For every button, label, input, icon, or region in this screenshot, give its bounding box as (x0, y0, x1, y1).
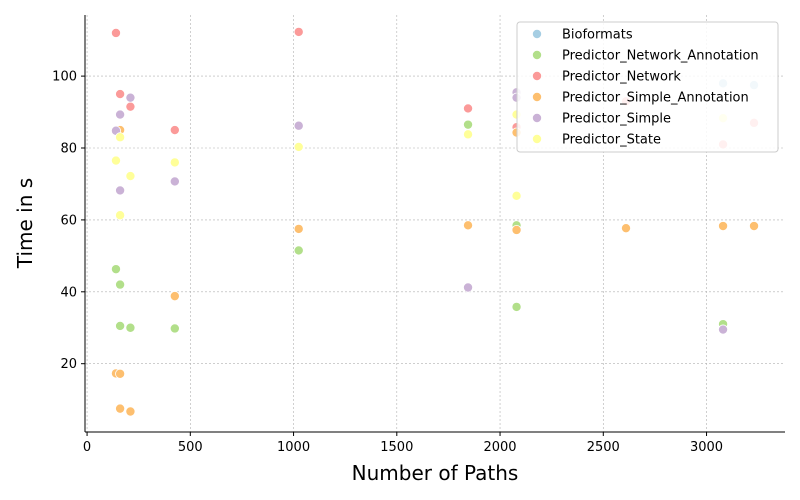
data-point (293, 223, 304, 234)
data-point (115, 132, 126, 143)
data-point (621, 223, 632, 234)
data-point (125, 322, 136, 333)
data-point (293, 141, 304, 152)
data-point (115, 210, 126, 221)
data-point (115, 368, 126, 379)
data-point (463, 103, 474, 114)
legend-box (516, 21, 779, 153)
legend-marker (532, 50, 543, 61)
data-point (115, 109, 126, 120)
x-tick-label: 500 (178, 440, 203, 455)
data-point (110, 155, 121, 166)
x-tick-label: 1000 (277, 440, 310, 455)
data-point (125, 171, 136, 182)
data-point (463, 129, 474, 140)
data-point (110, 264, 121, 275)
data-point (293, 245, 304, 256)
ticks: 0 500 1000 1500 2000 2500 3000 20 40 60 80 100 (52, 70, 723, 455)
data-point (110, 27, 121, 38)
legend-marker (532, 92, 543, 103)
legend-marker (532, 28, 543, 39)
data-point (463, 119, 474, 130)
legend-marker (532, 71, 543, 82)
legend-marker (532, 133, 543, 144)
y-tick-label: 100 (52, 70, 77, 85)
data-point (463, 220, 474, 231)
data-point (169, 125, 180, 136)
data-point (115, 279, 126, 290)
axes (84, 15, 785, 433)
y-tick-label: 60 (60, 213, 77, 228)
data-point (718, 221, 729, 232)
data-point (293, 120, 304, 131)
data-point (463, 282, 474, 293)
legend-label: Predictor_Network_Annotation (562, 49, 759, 64)
data-point (511, 301, 522, 312)
data-point (169, 291, 180, 302)
legend-label: Predictor_Simple (562, 112, 671, 127)
y-tick-label: 80 (60, 142, 77, 157)
x-tick-label: 2500 (587, 440, 620, 455)
data-point (115, 89, 126, 100)
data-point (125, 101, 136, 112)
data-point (511, 190, 522, 201)
data-point (169, 176, 180, 187)
data-point (511, 224, 522, 235)
data-point (125, 92, 136, 103)
data-point (125, 406, 136, 417)
x-axis-label: Number of Paths (352, 461, 519, 485)
legend-marker (532, 113, 543, 124)
legend-label: Bioformats (562, 28, 633, 43)
legend: Bioformats Predictor_Network_Annotation Pr… (516, 21, 779, 153)
legend-label: Predictor_State (562, 133, 661, 148)
y-tick-label: 20 (60, 357, 77, 372)
data-point (749, 221, 760, 232)
y-axis-label: Time in s (13, 178, 37, 269)
data-point (115, 185, 126, 196)
x-tick-label: 2000 (483, 440, 516, 455)
x-tick-label: 1500 (380, 440, 413, 455)
data-point (169, 157, 180, 168)
x-tick-label: 0 (83, 440, 91, 455)
data-point (718, 324, 729, 335)
data-point (115, 320, 126, 331)
y-tick-label: 40 (60, 285, 77, 300)
legend-label: Predictor_Network (562, 70, 681, 85)
data-point (293, 26, 304, 37)
data-point (115, 403, 126, 414)
x-tick-label: 3000 (690, 440, 723, 455)
legend-label: Predictor_Simple_Annotation (562, 91, 749, 106)
data-point (169, 323, 180, 334)
